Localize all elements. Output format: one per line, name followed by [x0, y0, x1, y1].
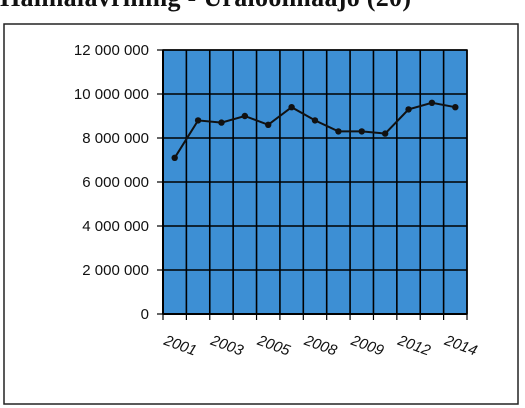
data-point: [265, 121, 272, 128]
series-layer: [171, 99, 459, 161]
data-point: [428, 99, 436, 107]
data-point: [288, 104, 295, 111]
data-point: [171, 154, 178, 161]
y-tick-label: 8 000 000: [82, 130, 149, 147]
data-point: [452, 104, 459, 111]
data-point: [311, 117, 319, 124]
data-point: [194, 117, 202, 124]
data-point: [335, 128, 342, 135]
y-tick-label: 0: [141, 306, 149, 323]
data-point: [381, 130, 389, 137]
data-point: [358, 128, 365, 135]
chart-title-fragment: Halinalavrining - Uralooimaajo (20): [0, 0, 411, 13]
axes: [157, 49, 468, 320]
y-tick-label: 2 000 000: [82, 262, 149, 279]
y-tick-label: 12 000 000: [74, 42, 149, 59]
data-point: [218, 119, 225, 126]
y-tick-label: 10 000 000: [74, 86, 149, 103]
data-point: [241, 112, 249, 120]
y-tick-label: 4 000 000: [82, 218, 149, 235]
y-tick-label: 6 000 000: [82, 174, 149, 191]
data-point: [405, 106, 412, 113]
y-axis-tick-labels: 12 000 000 10 000 000 8 000 000 6 000 000 4 …: [74, 42, 149, 323]
